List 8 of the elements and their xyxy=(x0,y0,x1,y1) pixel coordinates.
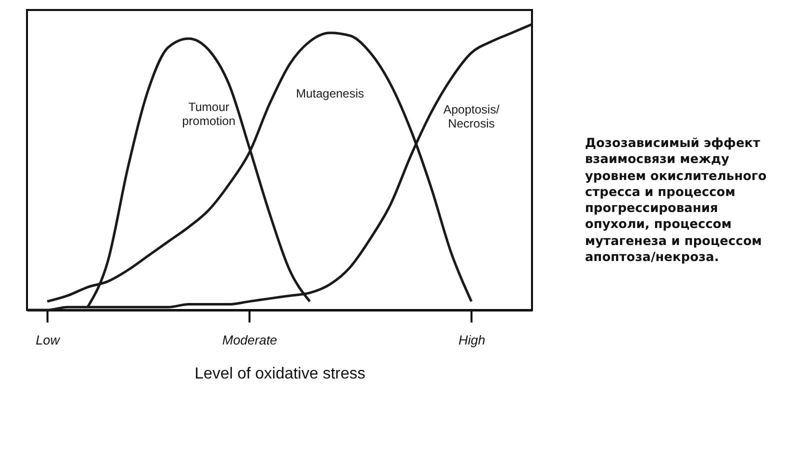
x-tick-label: Moderate xyxy=(222,332,278,348)
x-tick-label: Low xyxy=(36,332,62,348)
x-axis-title: Level of oxidative stress xyxy=(194,366,366,382)
x-tick-label: High xyxy=(458,332,486,348)
series-label: Mutagenesis xyxy=(296,86,364,100)
text: Дозозависимый эффект взаимосвязи между уровнем окислительного стресса и процессом прогрессирования опухоли, процессом мутагенеза и процессом апоптоза/некроза. xyxy=(585,135,768,265)
series-label: Tumour promotion xyxy=(182,100,236,128)
series-label: Apoptosis/Necrosis xyxy=(443,102,500,130)
